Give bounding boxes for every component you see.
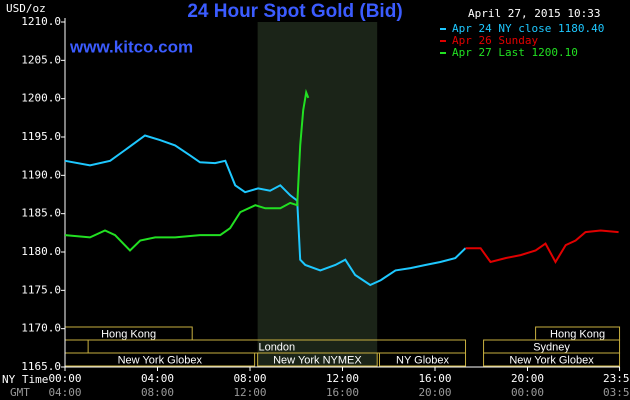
chart-title: 24 Hour Spot Gold (Bid) (187, 1, 402, 22)
legend-label: Apr 27 Last 1200.10 (452, 46, 578, 59)
x-tick-label: 23:59 (603, 372, 630, 385)
series-line (465, 229, 619, 265)
x2-tick-label: 00:00 (511, 386, 544, 399)
legend-label: Apr 24 NY close 1180.40 (452, 22, 604, 35)
y-tick-label: 1195.0 (21, 130, 61, 143)
x2-tick-label: 08:00 (141, 386, 174, 399)
session-label: New York Globex (509, 354, 594, 366)
subtitle: www.kitco.com (69, 37, 193, 56)
session-highlight (257, 22, 378, 367)
timestamp: April 27, 2015 10:33 (468, 7, 600, 20)
session-box (483, 352, 621, 367)
series-line (64, 134, 467, 287)
y-tick-label: 1200.0 (21, 92, 61, 105)
y-tick-label: 1165.0 (21, 360, 61, 373)
x-tick-label: 08:00 (233, 372, 266, 385)
y-axis-label: USD/oz (6, 2, 46, 15)
series-line (64, 88, 310, 252)
x-tick-label: 12:00 (326, 372, 359, 385)
x-tick-label: 04:00 (141, 372, 174, 385)
background-layer (257, 22, 378, 367)
session-box (257, 352, 378, 367)
session-label: London (258, 341, 295, 353)
session-label: Hong Kong (550, 328, 605, 340)
session-label: Sydney (533, 341, 570, 353)
y-tick-label: 1170.0 (21, 322, 61, 335)
x-tick-label: 20:00 (511, 372, 544, 385)
y-tick-label: 1210.0 (21, 15, 61, 28)
x2-tick-label: 16:00 (326, 386, 359, 399)
x2-axis-label: GMT (10, 386, 30, 399)
session-label: New York NYMEX (273, 354, 362, 366)
legend-label: Apr 26 Sunday (452, 34, 538, 47)
x2-tick-label: 20:00 (418, 386, 451, 399)
session-box (379, 352, 467, 367)
x-tick-label: 16:00 (418, 372, 451, 385)
x2-tick-label: 03:59 (603, 386, 630, 399)
y-tick-label: 1185.0 (21, 207, 61, 220)
y-tick-label: 1180.0 (21, 245, 61, 258)
x2-tick-label: 04:00 (48, 386, 81, 399)
session-label: New York Globex (118, 354, 203, 366)
session-label: NY Globex (396, 354, 449, 366)
y-tick-label: 1190.0 (21, 168, 61, 181)
session-label: Hong Kong (101, 328, 156, 340)
y-tick-label: 1205.0 (21, 53, 61, 66)
x-axis-label: NY Time (2, 373, 48, 386)
x2-tick-label: 12:00 (233, 386, 266, 399)
y-tick-label: 1175.0 (21, 283, 61, 296)
x-tick-label: 00:00 (48, 372, 81, 385)
